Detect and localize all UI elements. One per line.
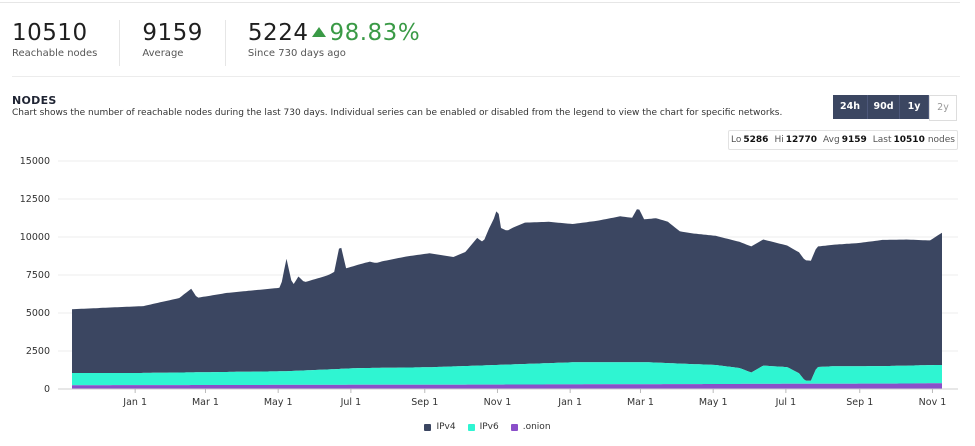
stat-change-label: Since 730 days ago	[247, 48, 346, 59]
legend-label-ipv6: IPv6	[479, 422, 499, 432]
summary-hi: 12770	[785, 135, 818, 145]
stat-change-value: 5224	[247, 20, 309, 46]
x-tick-label: Nov 1	[919, 397, 947, 408]
stat-reachable-label: Reachable nodes	[12, 48, 98, 59]
stat-reachable: 10510 Reachable nodes	[12, 20, 119, 66]
legend-label-ipv4: IPv4	[436, 422, 456, 432]
summary-unit: nodes	[927, 135, 955, 145]
stat-average: 9159 Average	[119, 20, 225, 66]
legend-item-onion[interactable]: .onion	[510, 422, 551, 432]
x-tick-label: Mar 1	[192, 397, 219, 408]
x-tick-label: May 1	[264, 397, 293, 408]
y-tick-label: 12500	[20, 194, 50, 205]
stat-average-label: Average	[142, 48, 184, 59]
y-tick-label: 2500	[26, 346, 50, 357]
summary-avg-label: Avg	[823, 135, 840, 145]
stat-change: 5224 98.83% Since 730 days ago	[224, 20, 442, 66]
y-tick-label: 7500	[26, 270, 50, 281]
series-area-ipv4	[72, 209, 942, 381]
legend-swatch-ipv4	[424, 423, 432, 431]
x-tick-label: May 1	[699, 397, 728, 408]
up-triangle-icon	[312, 27, 327, 37]
x-tick-label: Jan 1	[557, 397, 582, 408]
x-tick-label: Jul 1	[775, 397, 797, 408]
nodes-chart: 0 2500 5000 7500 10000 12500 15000 Jan 1 Mar 1 Ma…	[20, 156, 958, 408]
legend-label-onion: .onion	[522, 422, 551, 432]
x-tick-label: Jan 1	[122, 397, 147, 408]
y-tick-label: 5000	[26, 308, 50, 319]
series-area-ipv6	[72, 362, 942, 386]
summary-lo: 5286	[743, 135, 769, 145]
stat-change-percent: 98.83%	[329, 20, 421, 46]
summary-box: Lo 5286 Hi 12770 Avg 9159 Last 10510 nodes	[728, 130, 958, 150]
x-tick-label: Sep 1	[411, 397, 438, 408]
legend-swatch-onion	[510, 423, 518, 431]
x-tick-label: Nov 1	[484, 397, 512, 408]
summary-avg: 9159	[841, 135, 867, 145]
range-button-1y[interactable]: 1y	[900, 95, 929, 119]
summary-lo-label: Lo	[731, 135, 742, 145]
section-divider	[12, 76, 960, 77]
section-description: Chart shows the number of reachable node…	[12, 108, 783, 118]
stats-row: 10510 Reachable nodes 9159 Average 5224 9…	[12, 20, 442, 66]
x-tick-label: Sep 1	[846, 397, 873, 408]
stat-average-value: 9159	[142, 20, 203, 46]
summary-last-label: Last	[872, 135, 892, 145]
range-button-24h[interactable]: 24h	[833, 95, 868, 119]
section-title: NODES	[12, 94, 57, 107]
legend-item-ipv4[interactable]: IPv4	[424, 422, 456, 432]
top-border	[0, 2, 960, 3]
range-button-group: 24h 90d 1y 2y	[833, 95, 957, 121]
summary-last: 10510	[893, 135, 925, 145]
chart-legend: IPv4 IPv6 .onion	[0, 422, 975, 432]
x-tick-label: Mar 1	[627, 397, 654, 408]
y-tick-label: 15000	[20, 156, 50, 167]
y-tick-label: 0	[44, 384, 50, 395]
range-button-2y[interactable]: 2y	[929, 95, 957, 121]
summary-hi-label: Hi	[774, 135, 784, 145]
legend-item-ipv6[interactable]: IPv6	[467, 422, 499, 432]
range-button-90d[interactable]: 90d	[868, 95, 900, 119]
stat-reachable-value: 10510	[12, 20, 88, 46]
y-tick-label: 10000	[20, 232, 50, 243]
legend-swatch-ipv6	[467, 423, 475, 431]
series-area-onion	[72, 383, 942, 389]
x-tick-label: Jul 1	[340, 397, 362, 408]
stat-change-line: 5224 98.83%	[248, 20, 420, 46]
